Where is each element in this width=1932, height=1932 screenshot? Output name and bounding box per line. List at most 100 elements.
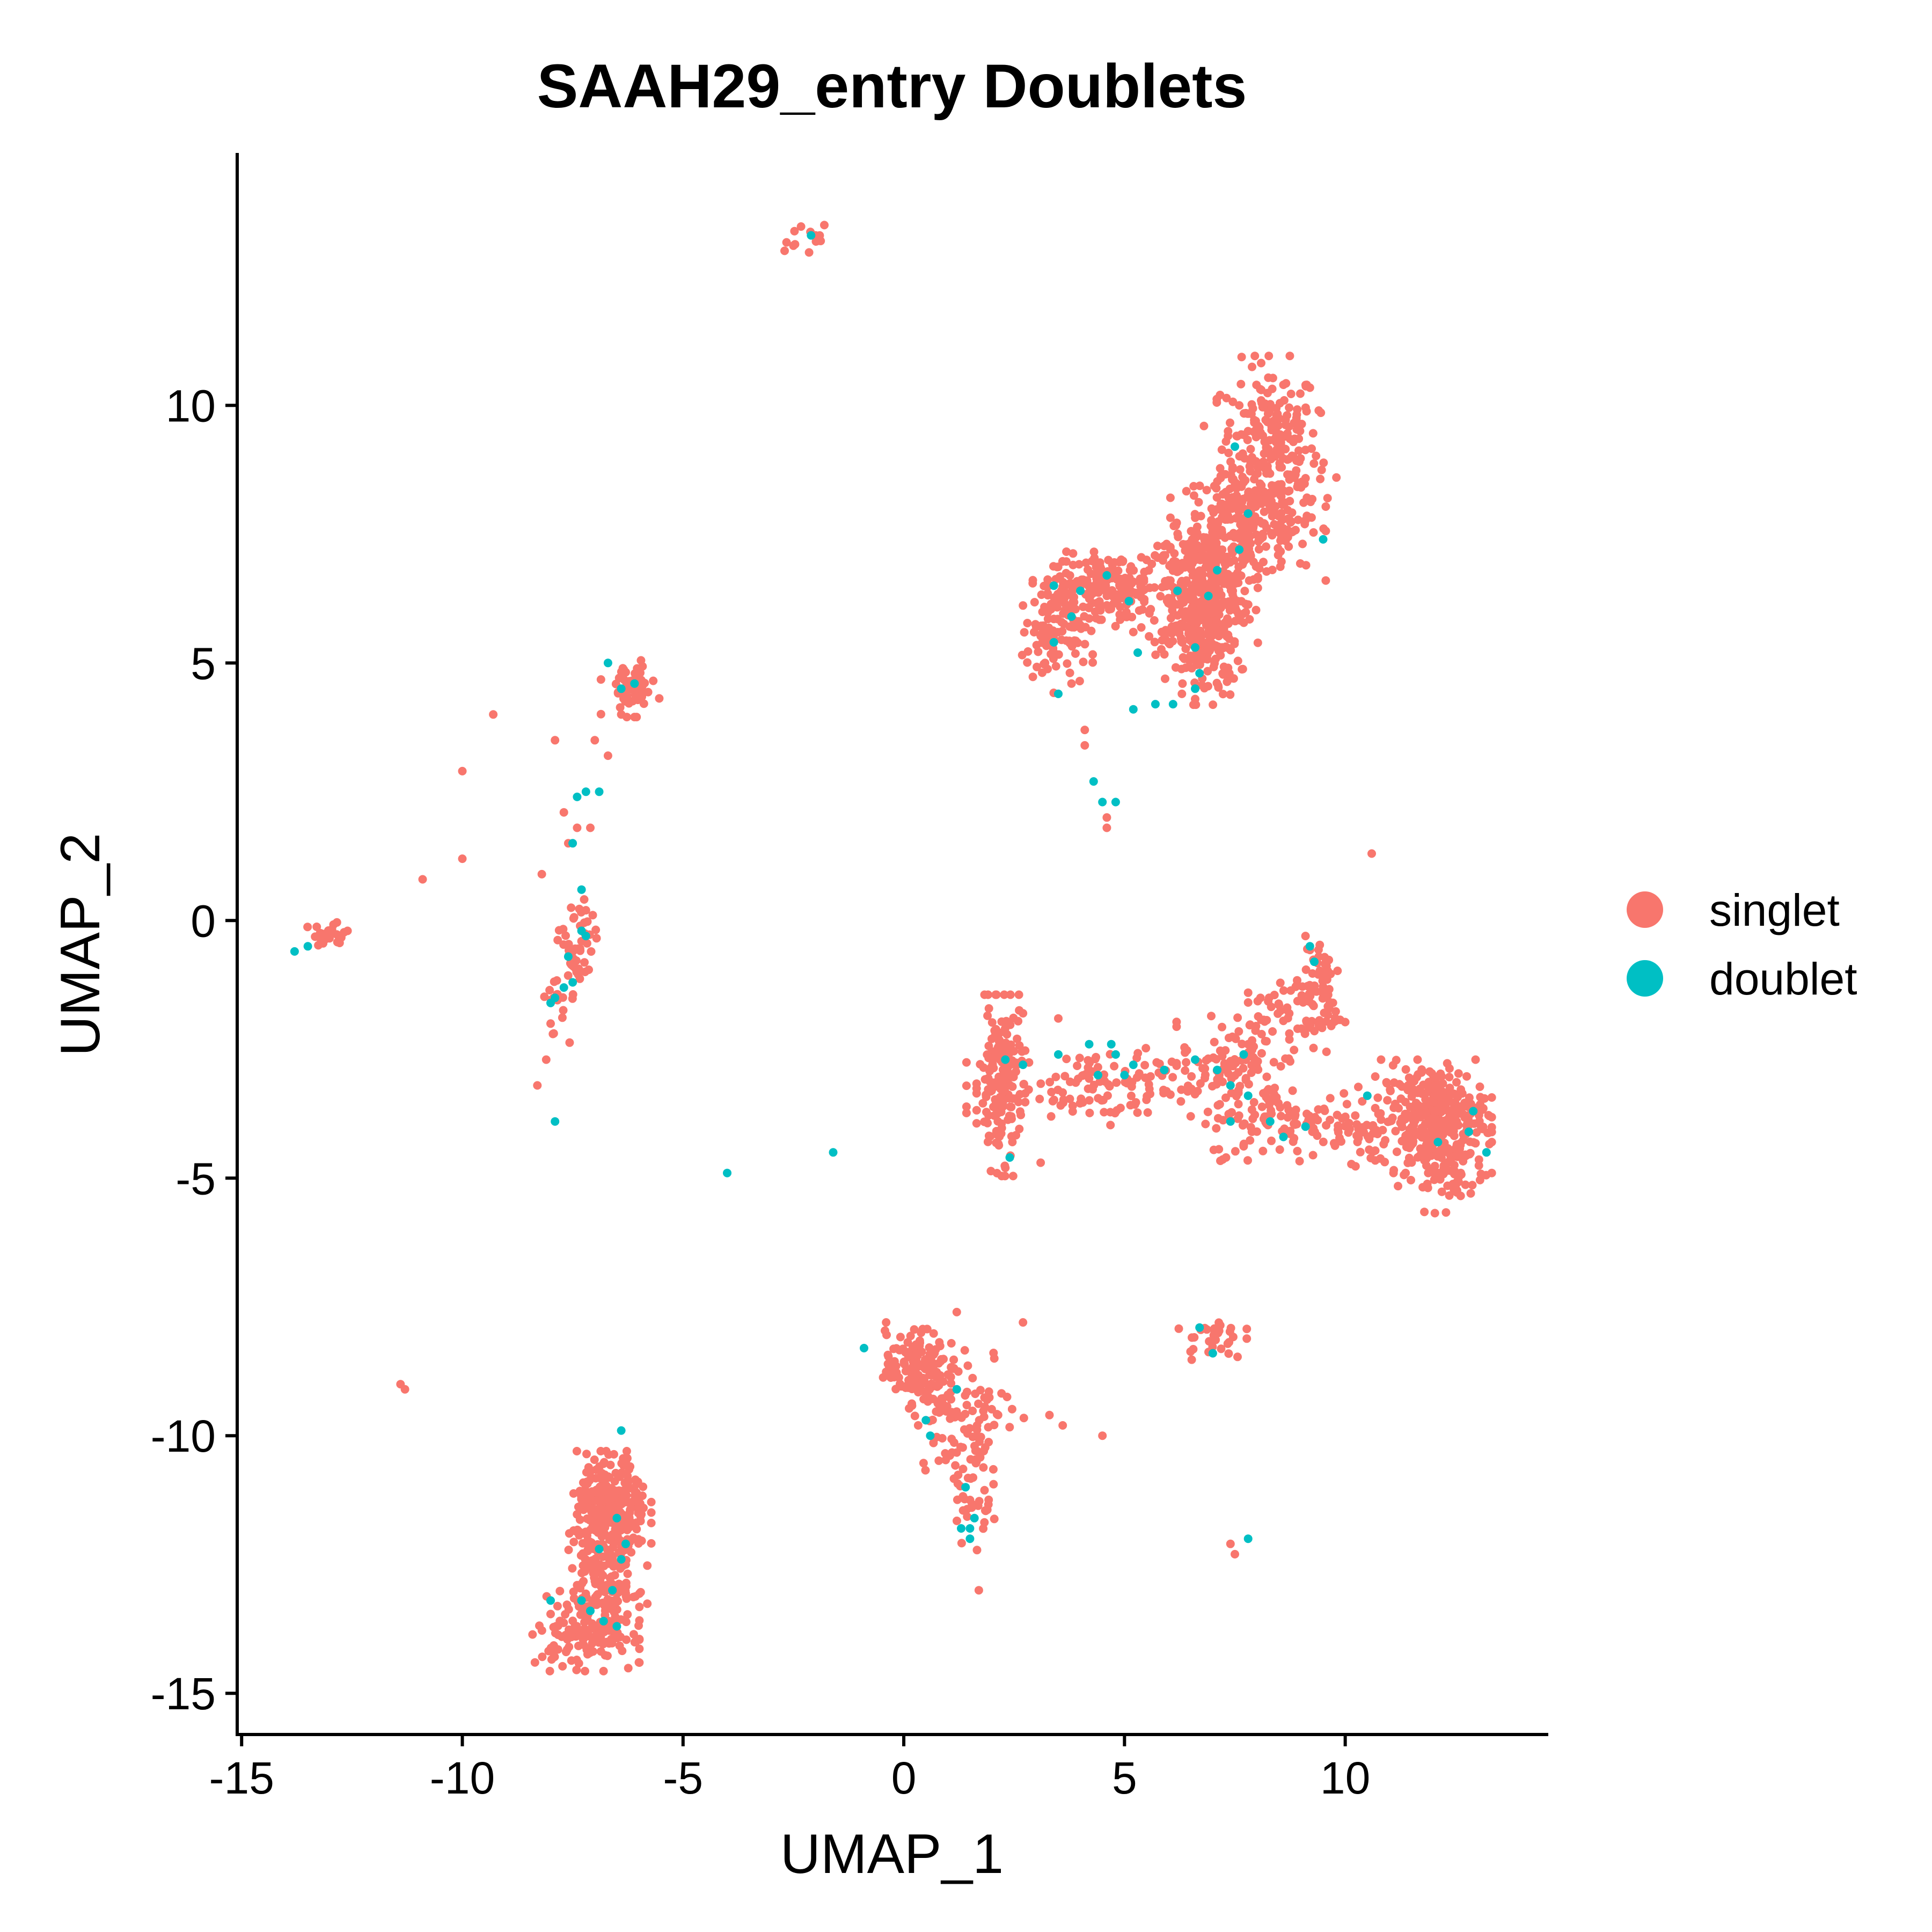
point-singlet <box>972 1079 981 1088</box>
point-doublet <box>1107 1040 1116 1049</box>
point-singlet <box>1278 515 1287 524</box>
point-singlet <box>1100 1108 1109 1117</box>
point-singlet <box>1307 444 1316 453</box>
point-singlet <box>1414 1152 1423 1161</box>
point-singlet <box>1031 620 1040 629</box>
point-singlet <box>564 971 573 980</box>
point-singlet <box>601 1587 609 1597</box>
point-singlet <box>1389 1078 1399 1087</box>
point-singlet <box>575 974 584 983</box>
point-doublet <box>1213 1065 1222 1074</box>
point-singlet <box>994 1141 1004 1150</box>
point-singlet <box>617 1459 626 1468</box>
point-singlet <box>1331 1007 1340 1016</box>
point-singlet <box>1065 1094 1074 1103</box>
point-singlet <box>655 694 664 703</box>
point-singlet <box>953 1516 961 1525</box>
point-singlet <box>1202 1056 1211 1065</box>
point-singlet <box>568 1564 577 1573</box>
point-singlet <box>1261 1036 1270 1045</box>
point-singlet <box>1255 463 1264 472</box>
point-singlet <box>980 1485 989 1495</box>
point-singlet <box>1091 1055 1100 1064</box>
point-singlet <box>919 1459 928 1468</box>
point-singlet <box>1391 1126 1400 1136</box>
point-singlet <box>1292 1119 1301 1129</box>
point-singlet <box>1217 499 1226 508</box>
point-singlet <box>319 939 328 948</box>
point-singlet <box>1228 590 1237 599</box>
point-singlet <box>1254 1065 1263 1074</box>
point-doublet <box>1231 442 1239 451</box>
point-singlet <box>908 1362 917 1371</box>
point-singlet <box>1133 1049 1143 1058</box>
point-singlet <box>538 1652 547 1662</box>
point-singlet <box>782 238 791 247</box>
point-singlet <box>1314 1105 1323 1114</box>
point-singlet <box>1165 561 1174 570</box>
point-singlet <box>1233 431 1242 441</box>
point-singlet <box>1062 1055 1071 1064</box>
point-singlet <box>1216 473 1225 482</box>
point-singlet <box>1296 427 1305 436</box>
point-singlet <box>1281 537 1290 545</box>
point-singlet <box>581 968 590 976</box>
point-singlet <box>1347 1160 1356 1169</box>
point-singlet <box>1308 969 1317 978</box>
point-singlet <box>1074 1074 1082 1084</box>
point-singlet <box>1365 1135 1374 1144</box>
point-singlet <box>587 947 596 956</box>
point-singlet <box>946 1414 955 1423</box>
point-singlet <box>580 895 589 904</box>
point-singlet <box>929 1329 938 1338</box>
point-singlet <box>624 1477 633 1487</box>
point-singlet <box>1119 588 1128 597</box>
point-singlet <box>1231 1550 1239 1558</box>
point-singlet <box>1271 484 1280 493</box>
point-singlet <box>980 990 989 999</box>
point-singlet <box>1008 1082 1017 1091</box>
point-singlet <box>1177 608 1187 617</box>
point-singlet <box>1171 557 1180 566</box>
point-singlet <box>1240 454 1249 463</box>
point-singlet <box>1097 1096 1106 1105</box>
point-singlet <box>1293 515 1302 524</box>
point-singlet <box>1270 520 1279 529</box>
point-singlet <box>1183 553 1192 562</box>
point-singlet <box>635 1602 644 1612</box>
point-singlet <box>627 1548 636 1557</box>
point-singlet <box>884 1362 894 1371</box>
point-singlet <box>1005 1423 1014 1432</box>
point-singlet <box>1222 393 1231 402</box>
point-singlet <box>1228 397 1238 406</box>
point-singlet <box>634 1535 643 1544</box>
point-singlet <box>1404 1153 1414 1162</box>
point-singlet <box>599 1666 608 1675</box>
point-singlet <box>1181 1066 1190 1075</box>
point-singlet <box>974 1501 983 1510</box>
point-singlet <box>1197 545 1206 554</box>
point-singlet <box>609 1562 618 1571</box>
point-singlet <box>1440 1116 1449 1125</box>
point-singlet <box>1253 1057 1262 1066</box>
point-singlet <box>1233 656 1242 665</box>
point-singlet <box>1436 1146 1445 1155</box>
point-singlet <box>1212 505 1221 514</box>
point-singlet <box>1233 1013 1242 1022</box>
point-singlet <box>1301 932 1310 941</box>
point-singlet <box>1075 677 1084 686</box>
point-singlet <box>1453 1152 1462 1161</box>
point-doublet <box>1301 1122 1310 1131</box>
point-singlet <box>1257 1102 1267 1111</box>
point-doublet <box>1054 1050 1063 1059</box>
point-singlet <box>1069 560 1078 569</box>
point-singlet <box>1294 434 1304 443</box>
point-singlet <box>984 1131 993 1140</box>
point-singlet <box>958 1492 968 1501</box>
point-doublet <box>860 1344 868 1352</box>
point-doublet <box>1235 545 1244 554</box>
point-singlet <box>621 1618 631 1627</box>
point-singlet <box>1309 528 1318 537</box>
point-singlet <box>1102 813 1111 822</box>
point-singlet <box>1321 576 1330 585</box>
